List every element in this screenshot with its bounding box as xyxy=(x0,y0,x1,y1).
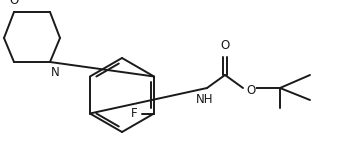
Text: O: O xyxy=(246,83,255,96)
Text: O: O xyxy=(221,39,229,52)
Text: F: F xyxy=(130,107,137,120)
Text: N: N xyxy=(51,66,60,79)
Text: NH: NH xyxy=(196,93,214,106)
Text: O: O xyxy=(9,0,19,7)
